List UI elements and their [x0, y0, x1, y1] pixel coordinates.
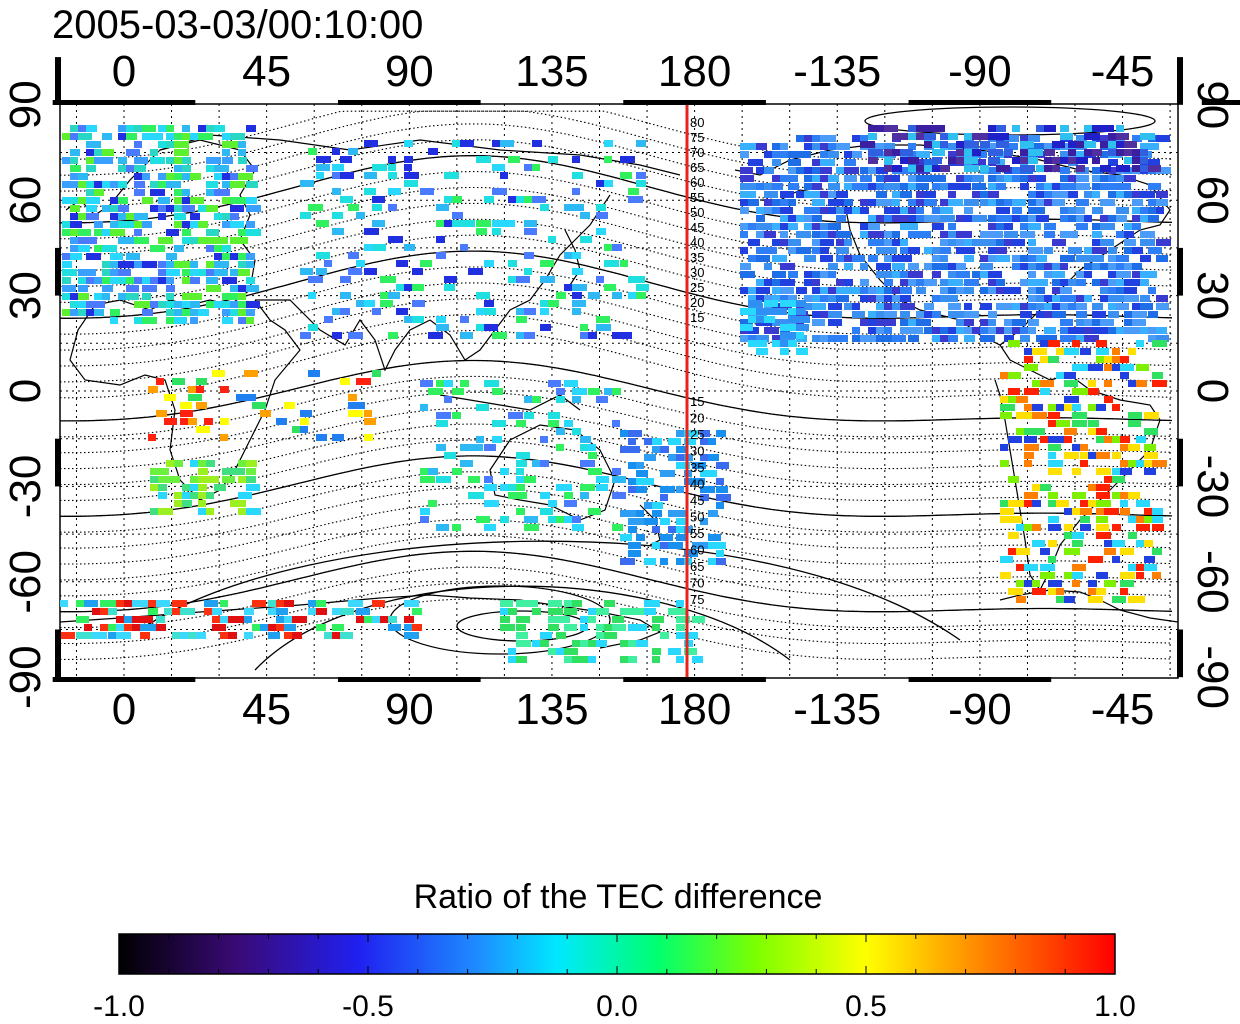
mlat-label-south: 75 — [690, 592, 704, 607]
y-axis-left-label: 90 — [1, 80, 50, 129]
mlat-label-south: 30 — [690, 444, 704, 459]
mlat-label-south: 40 — [690, 477, 704, 492]
mlat-label-north: 15 — [690, 310, 704, 325]
colorbar-tick-label: 1.0 — [1094, 990, 1136, 1023]
mlat-label-north: 65 — [690, 160, 704, 175]
x-axis-top-label: -135 — [793, 47, 881, 96]
mlat-label-north: 75 — [690, 130, 704, 145]
mlat-label-north: 60 — [690, 175, 704, 190]
mlat-label-south: 25 — [690, 427, 704, 442]
x-axis-bottom-label: 0 — [112, 685, 136, 734]
x-axis-bottom-label: -90 — [948, 685, 1012, 734]
mlat-label-south: 35 — [690, 460, 704, 475]
colorbar-tick-label: 0.0 — [596, 990, 638, 1023]
x-axis-bottom-labels: 0 45 90 135 180 -135 -90 -45 — [112, 685, 1155, 734]
x-axis-top-label: -45 — [1091, 47, 1155, 96]
colorbar-ticks — [118, 934, 1116, 974]
y-axis-left-label: -60 — [1, 550, 50, 614]
axis-tick-bars — [52, 57, 1240, 682]
mlat-label-north: 40 — [690, 235, 704, 250]
x-axis-bottom-label: 90 — [385, 685, 434, 734]
x-axis-top-label: -90 — [948, 47, 1012, 96]
x-axis-top-label: 135 — [515, 47, 588, 96]
y-axis-right-label: -90 — [1188, 645, 1237, 709]
mlat-label-south: 50 — [690, 510, 704, 525]
mlat-label-north: 25 — [690, 280, 704, 295]
x-axis-bottom-label: 45 — [242, 685, 291, 734]
mlat-label-north: 70 — [690, 145, 704, 160]
x-axis-top-label: 90 — [385, 47, 434, 96]
y-axis-right-label: -60 — [1188, 550, 1237, 614]
y-axis-left-labels: 90 60 30 0 -30 -60 -90 — [1, 80, 50, 709]
x-axis-bottom-label: 180 — [658, 685, 731, 734]
x-axis-top-label: 0 — [112, 47, 136, 96]
mlat-label-south: 55 — [690, 526, 704, 541]
mlat-label-north: 55 — [690, 190, 704, 205]
y-axis-left-label: -30 — [1, 455, 50, 519]
colorbar-title: Ratio of the TEC difference — [414, 878, 823, 916]
colorbar-tick-label: -1.0 — [93, 990, 145, 1023]
mlat-label-north: 20 — [690, 295, 704, 310]
y-axis-left-label: -90 — [1, 645, 50, 709]
colorbar-tick-label: -0.5 — [342, 990, 394, 1023]
x-axis-top-label: 180 — [658, 47, 731, 96]
mlat-label-south: 45 — [690, 493, 704, 508]
mlat-label-north: 50 — [690, 205, 704, 220]
mlat-label-north: 45 — [690, 220, 704, 235]
y-axis-left-label: 30 — [1, 271, 50, 320]
mlat-label-south: 15 — [690, 394, 704, 409]
mlat-label-north: 35 — [690, 250, 704, 265]
colorbar-tick-label: 0.5 — [845, 990, 887, 1023]
x-axis-bottom-label: -135 — [793, 685, 881, 734]
x-axis-bottom-label: 135 — [515, 685, 588, 734]
x-axis-top-label: 45 — [242, 47, 291, 96]
mlat-label-north: 30 — [690, 265, 704, 280]
y-axis-right-label: 90 — [1188, 80, 1237, 129]
mlat-label-south: 20 — [690, 411, 704, 426]
y-axis-right-label: 30 — [1188, 271, 1237, 320]
y-axis-left-label: 0 — [1, 379, 50, 403]
mlat-label-south: 60 — [690, 543, 704, 558]
timestamp-title: 2005-03-03/00:10:00 — [52, 3, 423, 47]
y-axis-left-label: 60 — [1, 176, 50, 225]
y-axis-right-label: 60 — [1188, 176, 1237, 225]
x-axis-top-labels: 0 45 90 135 180 -135 -90 -45 — [112, 47, 1155, 96]
mlat-label-north: 80 — [690, 115, 704, 130]
y-axis-right-labels: 90 60 30 0 -30 -60 -90 — [1188, 80, 1237, 709]
colorbar-tick-labels: -1.0 -0.5 0.0 0.5 1.0 — [93, 990, 1136, 1023]
colorbar: Ratio of the TEC difference -1.0 -0.5 0.0 0… — [93, 878, 1136, 1023]
tec-ratio-cells — [60, 125, 1171, 663]
y-axis-right-label: -30 — [1188, 455, 1237, 519]
y-axis-right-label: 0 — [1188, 379, 1237, 403]
mlat-label-south: 70 — [690, 576, 704, 591]
x-axis-bottom-label: -45 — [1091, 685, 1155, 734]
mlat-label-south: 65 — [690, 559, 704, 574]
